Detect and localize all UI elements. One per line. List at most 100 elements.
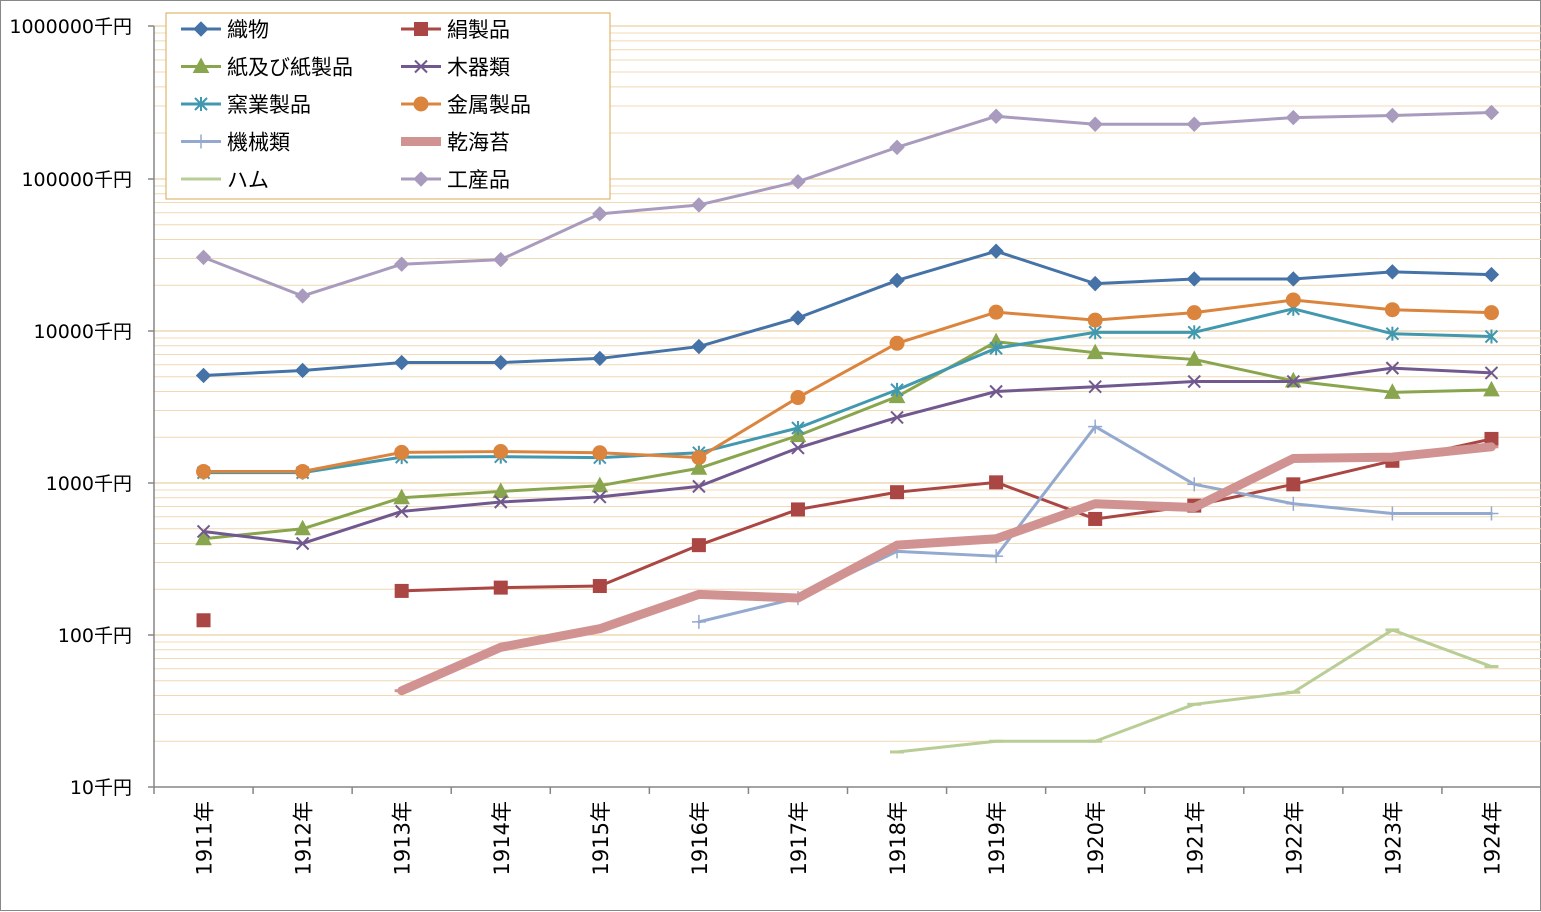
data-point xyxy=(493,354,509,371)
series-line xyxy=(202,307,1493,475)
legend-label: 絹製品 xyxy=(447,18,510,42)
data-point xyxy=(1285,109,1302,126)
data-point xyxy=(591,476,609,493)
series-line xyxy=(202,340,1493,541)
legend-marker xyxy=(414,59,428,74)
series-4 xyxy=(196,361,1499,551)
series-6 xyxy=(196,292,1499,480)
data-point xyxy=(1087,116,1103,132)
data-point xyxy=(691,450,707,466)
y-tick-label: 1000千円 xyxy=(46,473,132,495)
series-10 xyxy=(195,104,1500,304)
data-point xyxy=(593,490,607,504)
data-point xyxy=(791,421,805,436)
x-tick-label: 1916年 xyxy=(688,801,712,875)
data-point xyxy=(691,538,706,553)
data-point xyxy=(1385,506,1400,521)
legend-item: 乾海苔 xyxy=(401,131,510,155)
x-tick-label: 1912年 xyxy=(292,801,316,875)
data-point xyxy=(1088,380,1102,394)
data-point xyxy=(1087,312,1103,328)
data-point xyxy=(592,206,608,222)
x-tick-label: 1920年 xyxy=(1084,801,1108,875)
data-point xyxy=(1185,350,1203,366)
data-point xyxy=(493,251,509,268)
data-point xyxy=(1187,477,1202,492)
x-tick-label: 1924年 xyxy=(1480,801,1504,875)
legend-item: 窯業製品 xyxy=(181,93,311,117)
data-point xyxy=(294,362,311,379)
data-point xyxy=(691,614,706,629)
data-point xyxy=(1087,275,1103,292)
data-point xyxy=(1088,511,1103,526)
legend-item: ハム xyxy=(181,168,269,192)
data-point xyxy=(492,482,510,498)
series-line xyxy=(895,628,1493,754)
series-1 xyxy=(195,243,1500,384)
data-point xyxy=(989,475,1004,490)
legend-item: 絹製品 xyxy=(401,18,510,42)
data-point xyxy=(393,256,410,272)
legend-label: ハム xyxy=(227,168,269,192)
data-point xyxy=(493,580,508,595)
data-point xyxy=(989,549,1004,564)
data-point xyxy=(1286,374,1301,389)
data-point xyxy=(1484,506,1499,521)
series-8 xyxy=(394,442,1499,696)
data-point xyxy=(294,288,311,304)
x-tick-label: 1919年 xyxy=(985,801,1009,875)
legend-label: 工産品 xyxy=(447,168,510,192)
data-point xyxy=(295,464,311,480)
x-tick-label: 1917年 xyxy=(787,801,811,875)
legend-item: 織物 xyxy=(181,18,269,42)
x-tick-label: 1918年 xyxy=(886,801,910,875)
y-tick-label: 10000千円 xyxy=(34,321,132,343)
x-tick-label: 1915年 xyxy=(589,801,613,875)
data-point xyxy=(394,444,410,460)
legend-marker xyxy=(414,22,428,36)
data-point xyxy=(989,384,1003,399)
data-point xyxy=(494,495,508,509)
data-point xyxy=(195,529,212,546)
data-point xyxy=(393,354,410,371)
data-point xyxy=(1286,477,1301,492)
y-tick-label: 100000千円 xyxy=(21,169,132,191)
data-point xyxy=(1384,383,1401,399)
data-point xyxy=(1186,305,1202,321)
data-point xyxy=(1187,325,1201,340)
data-point xyxy=(1385,326,1400,341)
data-point xyxy=(195,367,212,384)
data-point xyxy=(889,335,905,351)
data-point xyxy=(196,524,211,539)
data-point xyxy=(890,382,904,397)
y-tick-label: 1000000千円 xyxy=(9,16,132,38)
legend-label: 紙及び紙製品 xyxy=(227,56,353,80)
data-point xyxy=(890,485,905,500)
data-point xyxy=(394,583,409,598)
legend-label: 金属製品 xyxy=(447,93,531,117)
legend-marker xyxy=(192,57,210,73)
data-point xyxy=(988,243,1004,259)
data-point xyxy=(988,304,1004,320)
data-point xyxy=(1187,374,1201,389)
data-point xyxy=(1088,419,1103,434)
x-tick-label: 1914年 xyxy=(490,801,514,875)
data-point xyxy=(691,197,707,213)
legend-label: 木器類 xyxy=(447,56,510,80)
legend-item: 機械類 xyxy=(181,131,290,155)
data-point xyxy=(1285,271,1302,287)
data-point xyxy=(1484,366,1499,380)
data-point xyxy=(790,173,806,190)
data-point xyxy=(592,350,608,367)
data-point xyxy=(1285,292,1301,308)
data-point xyxy=(493,444,509,460)
data-point xyxy=(988,108,1004,124)
data-point xyxy=(790,502,805,517)
x-tick-label: 1913年 xyxy=(391,801,415,875)
legend-marker xyxy=(194,134,208,149)
data-point xyxy=(394,504,409,519)
data-point xyxy=(1384,302,1400,318)
data-point xyxy=(195,249,212,266)
legend-label: 乾海苔 xyxy=(447,131,510,155)
